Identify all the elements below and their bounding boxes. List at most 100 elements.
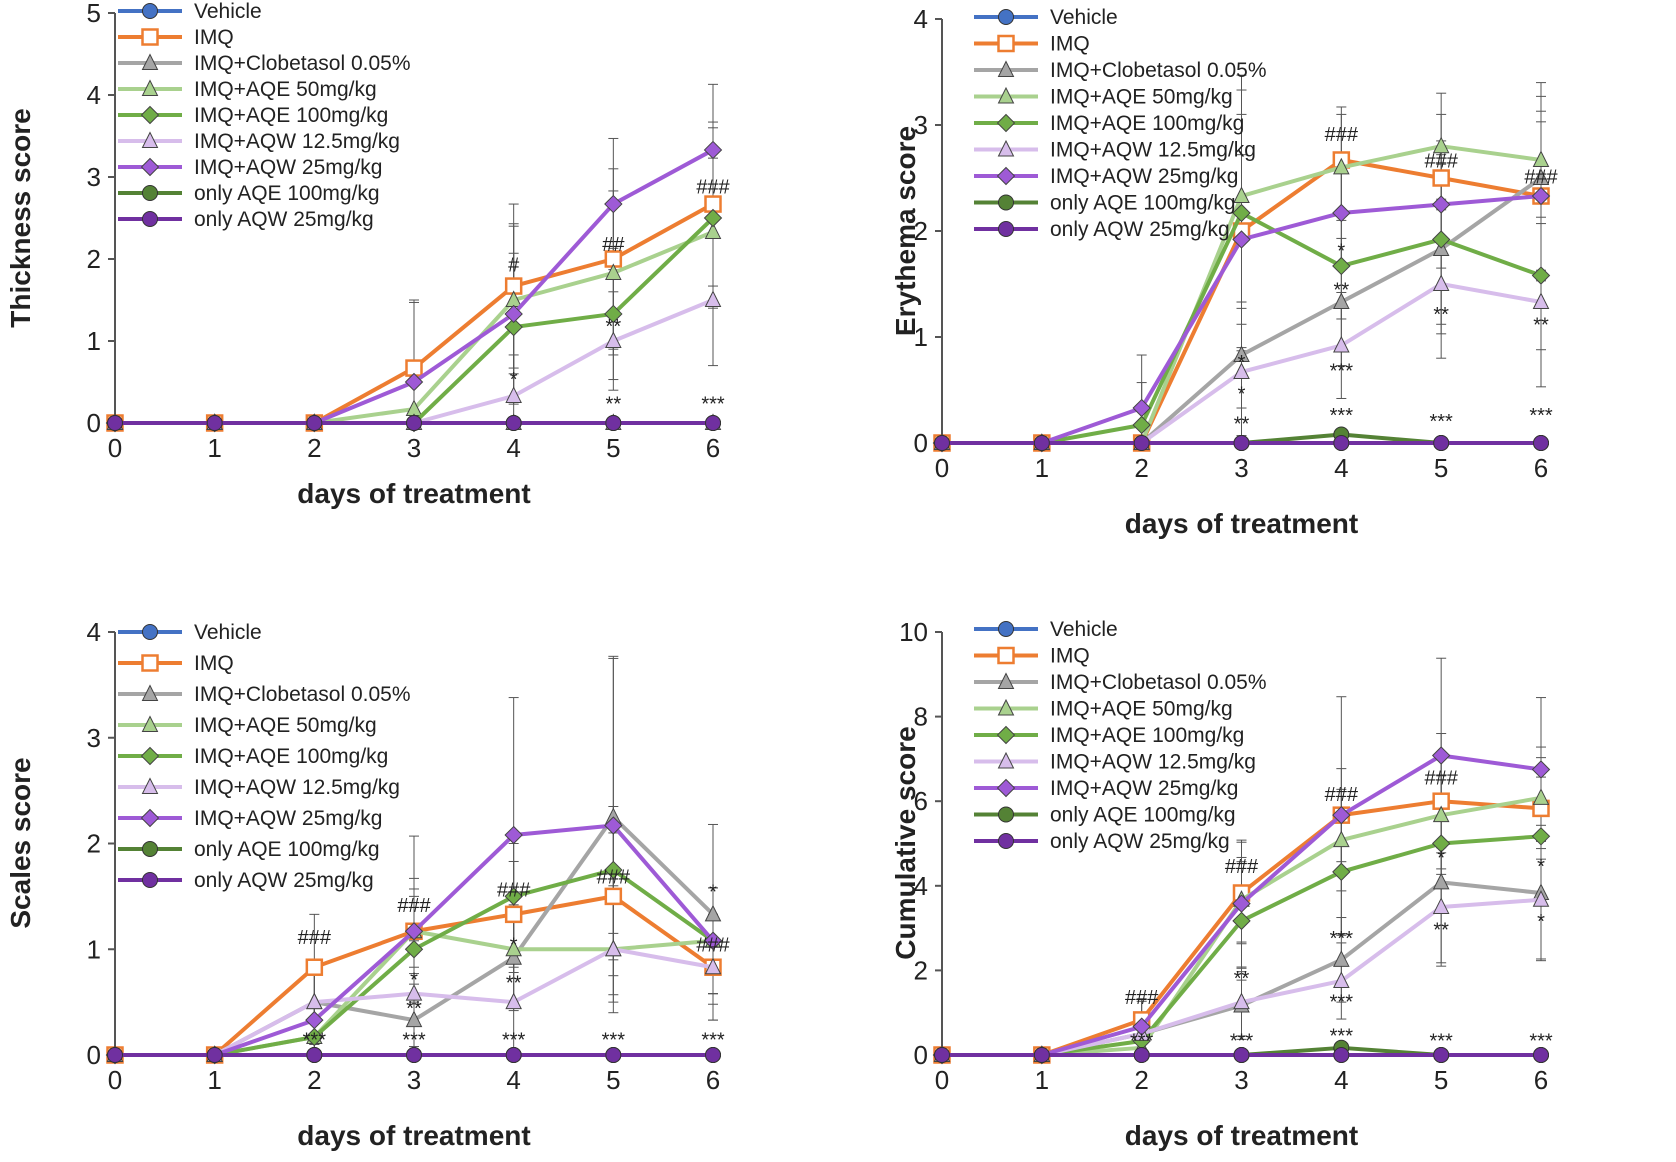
data-point [1531, 266, 1551, 285]
significance-label: *** [701, 394, 725, 416]
legend-item: IMQ+AQW 25mg/kg [974, 777, 1238, 800]
legend-item: IMQ+AQW 12.5mg/kg [118, 130, 400, 153]
legend-label: IMQ+Clobetasol 0.05% [194, 683, 411, 706]
data-point [505, 939, 522, 957]
legend-label: IMQ+AQE 50mg/kg [1050, 86, 1233, 109]
data-point [505, 1047, 522, 1063]
legend-label: IMQ+AQW 25mg/kg [194, 156, 382, 179]
data-point [1531, 186, 1551, 206]
legend-label: IMQ [1050, 645, 1090, 668]
legend: Vehicle IMQ IMQ+Clobetasol 0.05% IMQ+AQE 50… [118, 621, 411, 892]
significance-label: * [1537, 856, 1545, 878]
data-point [1432, 897, 1450, 914]
data-point [703, 208, 723, 228]
x-tick-label: 5 [606, 433, 620, 463]
legend-item: only AQW 25mg/kg [974, 218, 1230, 241]
x-tick-label: 1 [1035, 1065, 1049, 1095]
x-tick-label: 0 [108, 433, 122, 463]
x-tick-label: 3 [407, 1065, 421, 1095]
significance-label: ### [1524, 166, 1558, 188]
chart-panel-3: 0 1 2 3 4 0 1 2 3 4 5 6 days of treatment Scales scor… [5, 617, 731, 1151]
legend-label: Vehicle [194, 0, 262, 23]
data-point [1332, 862, 1351, 882]
data-point [404, 922, 424, 941]
x-tick-label: 6 [706, 1065, 720, 1095]
significance-label: * [1238, 352, 1246, 374]
legend-swatch-marker [142, 185, 158, 201]
data-point [405, 984, 423, 1001]
y-tick-label: 2 [914, 216, 928, 246]
legend-item: IMQ+AQW 25mg/kg [974, 165, 1238, 188]
legend-swatch-marker [142, 3, 158, 19]
data-point [1232, 230, 1251, 249]
legend-item: only AQW 25mg/kg [118, 208, 374, 231]
significance-label: ** [1234, 413, 1250, 435]
data-point [605, 1047, 622, 1063]
data-point [1431, 195, 1451, 214]
x-tick-label: 6 [706, 433, 720, 463]
legend: Vehicle IMQ IMQ+Clobetasol 0.05% IMQ+AQE 50… [974, 618, 1267, 853]
data-point [604, 816, 623, 835]
data-point [1432, 136, 1450, 154]
data-point [1233, 345, 1250, 363]
data-point [404, 372, 424, 392]
legend-item: IMQ+AQW 12.5mg/kg [974, 139, 1256, 162]
significance-label: *** [1429, 411, 1453, 433]
data-point [505, 386, 522, 403]
data-point [405, 1010, 423, 1028]
x-axis-title: days of treatment [297, 1120, 530, 1151]
legend-label: IMQ+AQW 12.5mg/kg [1050, 139, 1256, 162]
legend-label: IMQ [194, 26, 234, 49]
legend-label: IMQ+AQE 100mg/kg [1050, 112, 1244, 135]
data-point [604, 194, 623, 214]
y-tick-label: 4 [914, 4, 928, 34]
data-point [1431, 834, 1451, 853]
legend-swatch-marker [997, 139, 1015, 157]
significance-label: ## [602, 234, 625, 256]
legend-swatch-marker [996, 166, 1016, 186]
significance-label: ### [1225, 856, 1259, 878]
x-tick-label: 5 [606, 1065, 620, 1095]
legend-label: IMQ+Clobetasol 0.05% [194, 52, 411, 75]
data-point [504, 887, 523, 906]
significance-label: ### [497, 879, 531, 901]
legend-label: only AQW 25mg/kg [194, 208, 374, 231]
y-tick-label: 0 [914, 428, 928, 458]
legend-label: only AQW 25mg/kg [194, 869, 374, 892]
data-point [504, 304, 523, 324]
legend-item: IMQ [974, 645, 1090, 668]
data-point [1132, 1017, 1151, 1036]
y-tick-label: 2 [914, 955, 928, 985]
legend-item: IMQ+AQE 50mg/kg [974, 86, 1233, 109]
data-point [1531, 827, 1551, 846]
data-point [504, 317, 523, 337]
data-point [1232, 894, 1251, 913]
data-point [107, 415, 123, 431]
data-point [1532, 292, 1550, 310]
data-point [703, 931, 723, 950]
legend-item: IMQ+AQW 25mg/kg [118, 156, 382, 179]
data-point [1233, 1047, 1250, 1063]
data-point [1332, 203, 1351, 223]
data-point [934, 435, 950, 451]
legend-label: only AQW 25mg/kg [1050, 830, 1230, 853]
significance-label: *** [1330, 928, 1354, 950]
legend-label: only AQE 100mg/kg [194, 182, 380, 205]
legend-item: IMQ+AQW 12.5mg/kg [118, 776, 400, 799]
x-tick-label: 2 [307, 433, 321, 463]
y-tick-label: 4 [87, 80, 101, 110]
legend-swatch-marker [996, 725, 1016, 745]
x-tick-label: 5 [1434, 453, 1448, 483]
y-axis-title: Erythema score [890, 126, 921, 336]
data-point [1133, 1047, 1150, 1063]
legend-swatch-marker [141, 777, 159, 794]
legend-label: only AQE 100mg/kg [194, 838, 380, 861]
legend-item: IMQ+AQW 12.5mg/kg [974, 751, 1256, 774]
data-point [605, 331, 622, 348]
significance-label: * [1337, 241, 1345, 263]
data-point [1532, 890, 1550, 907]
data-point [1333, 971, 1350, 988]
x-axis-title: days of treatment [297, 478, 530, 509]
data-point [1333, 292, 1350, 310]
